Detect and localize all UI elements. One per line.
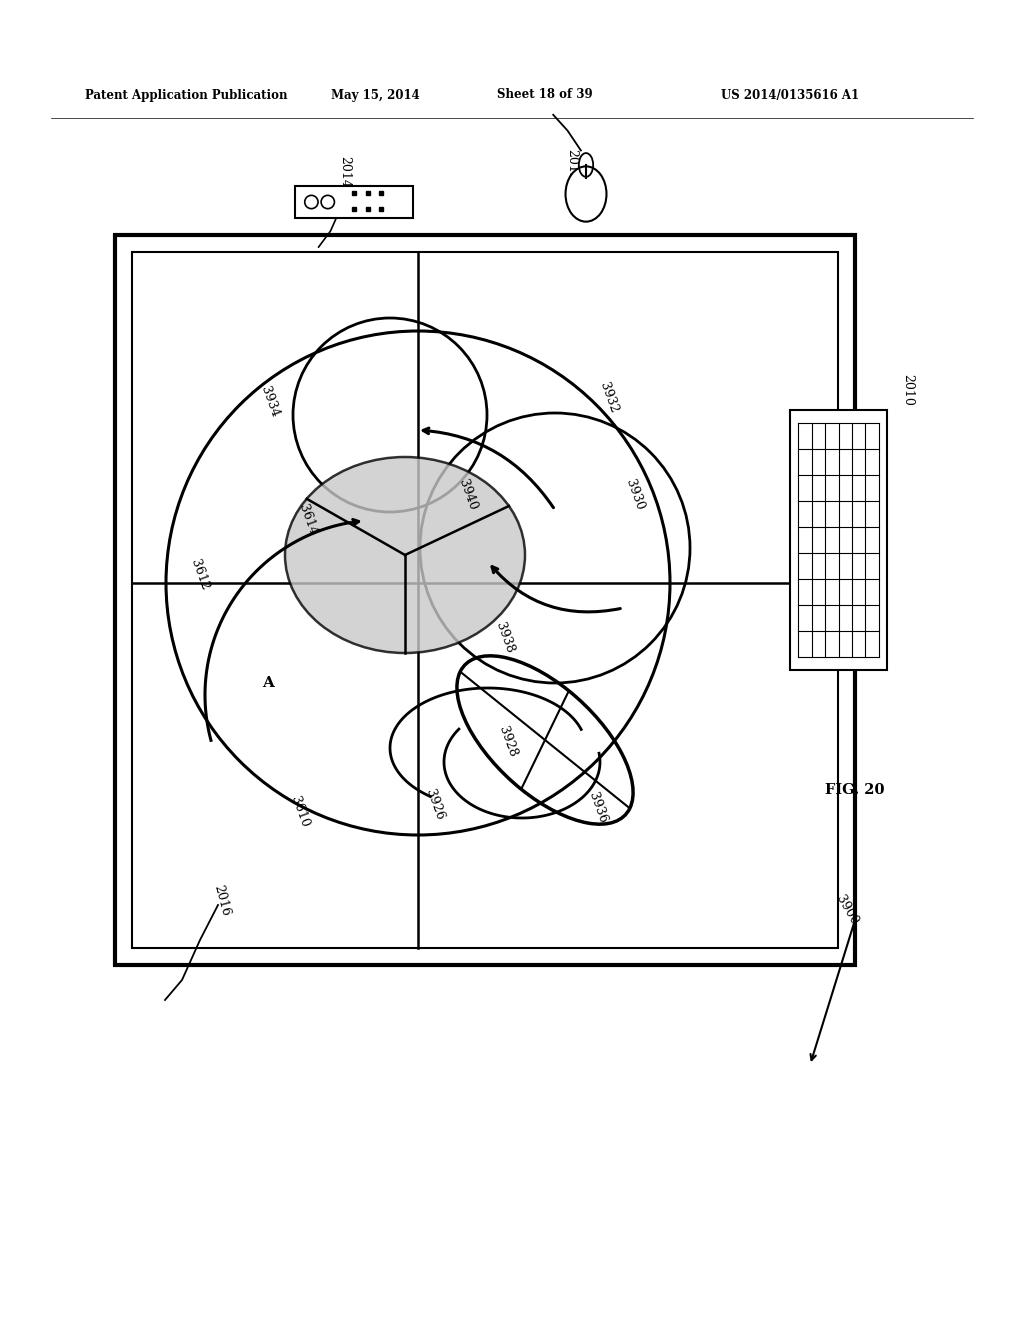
Bar: [115, 235, 855, 965]
Text: 2016: 2016: [212, 883, 232, 917]
Ellipse shape: [285, 457, 525, 653]
Text: 3612: 3612: [188, 558, 212, 593]
Text: 3930: 3930: [624, 478, 646, 512]
Ellipse shape: [565, 166, 606, 222]
Text: US 2014/0135616 A1: US 2014/0135616 A1: [721, 88, 859, 102]
Text: 3938: 3938: [494, 620, 516, 655]
Text: 3614: 3614: [296, 503, 319, 537]
Text: 2012: 2012: [565, 149, 579, 181]
Text: Patent Application Publication: Patent Application Publication: [85, 88, 288, 102]
Text: 3936: 3936: [587, 791, 609, 825]
Text: 3932: 3932: [597, 381, 621, 416]
Text: 3940: 3940: [457, 478, 479, 512]
Bar: [295, 186, 413, 218]
Text: 2014: 2014: [339, 156, 351, 187]
Text: 3934: 3934: [258, 385, 282, 420]
Bar: [132, 252, 838, 948]
Text: 2010: 2010: [901, 374, 914, 407]
Bar: [790, 411, 887, 671]
Text: 3900: 3900: [834, 892, 860, 927]
Text: 3928: 3928: [497, 725, 519, 759]
Text: May 15, 2014: May 15, 2014: [331, 88, 420, 102]
Text: 3926: 3926: [424, 788, 446, 822]
Text: A: A: [262, 676, 274, 690]
Text: FIG. 20: FIG. 20: [825, 783, 885, 797]
Text: 3610: 3610: [289, 795, 311, 829]
Text: Sheet 18 of 39: Sheet 18 of 39: [498, 88, 593, 102]
